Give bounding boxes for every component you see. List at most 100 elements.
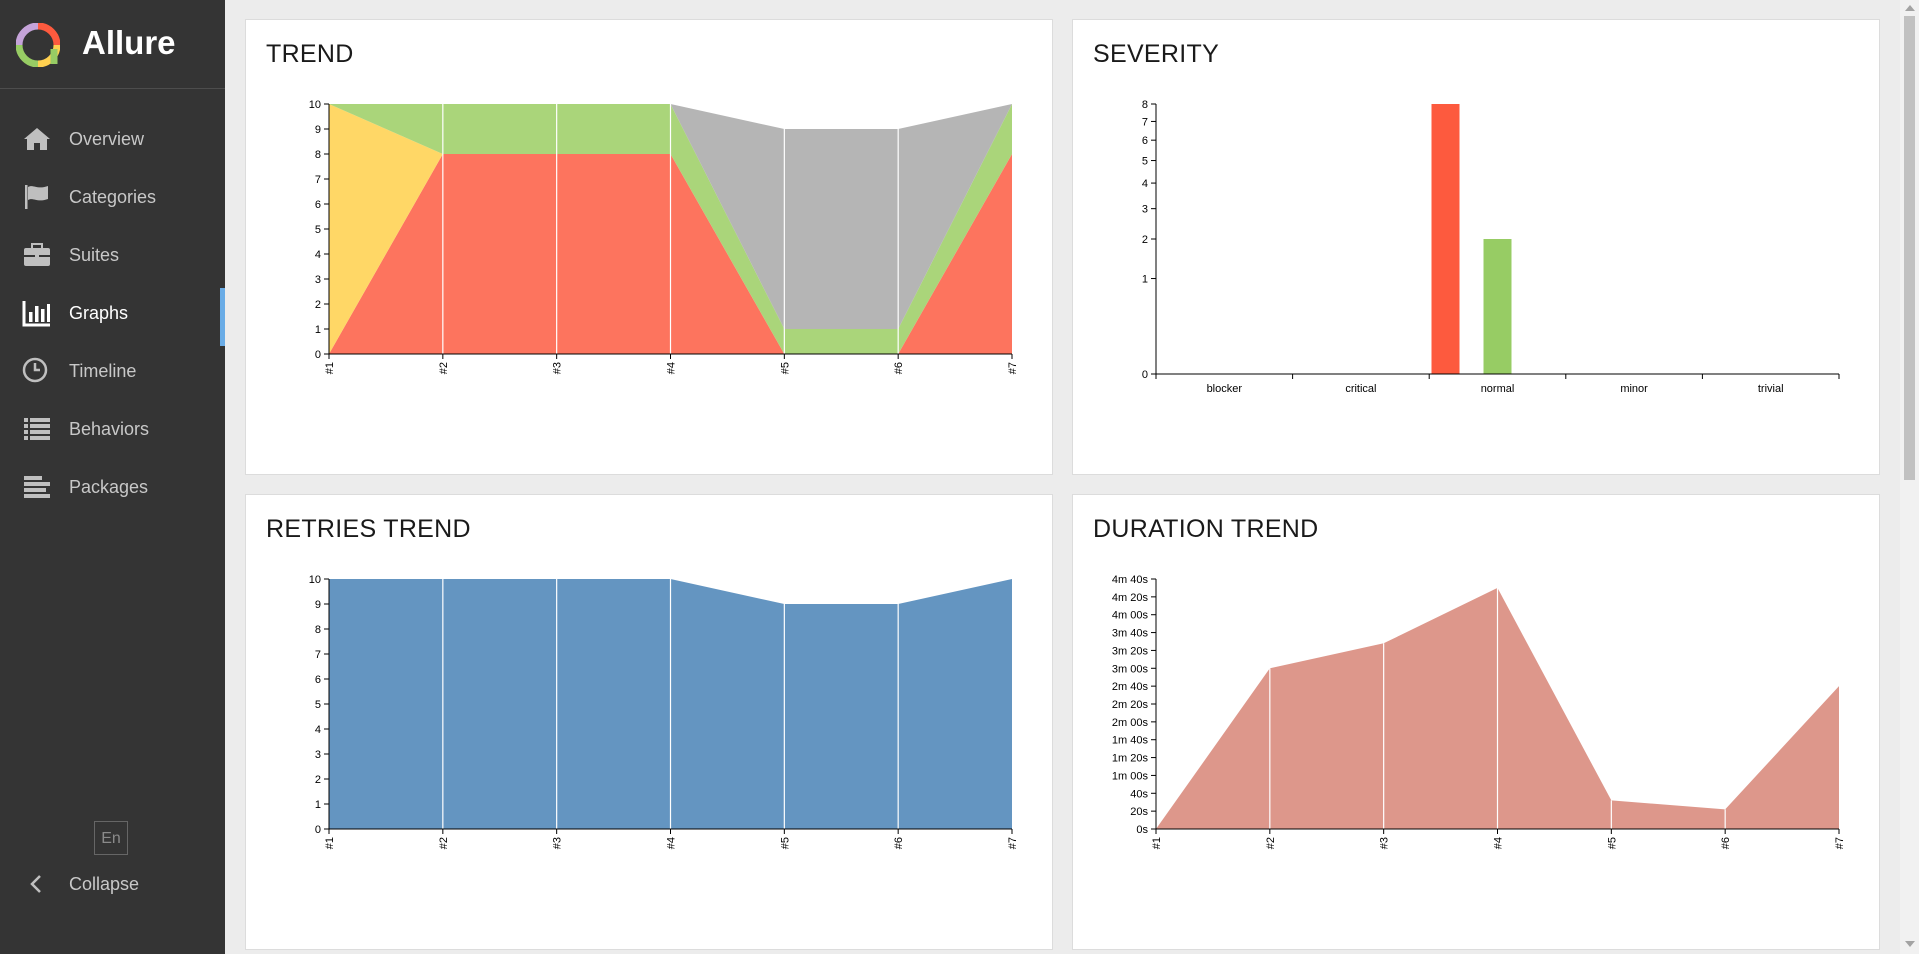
- y-tick-label: 4: [1142, 178, 1148, 190]
- y-tick-label: 2: [315, 774, 321, 786]
- y-tick-label: 4m 20s: [1112, 592, 1149, 604]
- y-tick-label: 5: [315, 699, 321, 711]
- x-tick-label: critical: [1345, 383, 1376, 395]
- y-tick-label: 0: [1142, 369, 1148, 381]
- widget-title: TREND: [266, 40, 354, 68]
- y-tick-label: 0: [315, 349, 321, 361]
- x-tick-label: #7: [1834, 837, 1846, 849]
- y-tick-label: 7: [315, 174, 321, 186]
- sidebar-item-label: Graphs: [69, 302, 129, 323]
- y-tick-label: 9: [315, 599, 321, 611]
- clock-icon: [22, 357, 48, 383]
- sidebar-item-suites[interactable]: Suites: [0, 226, 225, 284]
- x-tick-label: #5: [779, 362, 791, 374]
- x-tick-label: #6: [893, 362, 905, 374]
- x-tick-label: #3: [1379, 837, 1391, 849]
- sidebar-item-categories[interactable]: Categories: [0, 168, 225, 226]
- list-icon: [24, 418, 50, 440]
- app-name: Allure: [82, 24, 176, 61]
- y-tick-label: 7: [1142, 116, 1148, 128]
- x-tick-label: #7: [1007, 362, 1019, 374]
- y-tick-label: 10: [309, 99, 321, 111]
- flag-icon: [25, 185, 48, 209]
- severity-widget: SEVERITY 0 1 2 3 4 5 6 7 8 blocker critical normal m…: [1072, 19, 1880, 475]
- sidebar-item-label: Overview: [69, 128, 145, 149]
- sidebar-item-timeline[interactable]: Timeline: [0, 342, 225, 400]
- bar-chart-icon: [22, 301, 50, 327]
- collapse-button[interactable]: Collapse: [0, 864, 225, 906]
- x-tick-label: #1: [324, 837, 336, 849]
- y-tick-label: 4m 40s: [1112, 574, 1149, 586]
- sidebar-nav: Overview Categories Suites Graphs Timeli…: [0, 110, 225, 516]
- x-tick-label: minor: [1620, 383, 1648, 395]
- language-switcher[interactable]: En: [94, 821, 128, 855]
- y-tick-label: 2m 40s: [1112, 681, 1149, 693]
- y-tick-label: 6: [315, 674, 321, 686]
- x-tick-label: #4: [666, 837, 678, 849]
- y-tick-label: 1m 40s: [1112, 735, 1149, 747]
- y-tick-label: 2m 00s: [1112, 717, 1149, 729]
- sidebar-item-packages[interactable]: Packages: [0, 458, 225, 516]
- y-tick-label: 1m 20s: [1112, 753, 1149, 765]
- sidebar-item-behaviors[interactable]: Behaviors: [0, 400, 225, 458]
- y-tick-label: 1: [315, 799, 321, 811]
- y-tick-label: 5: [315, 224, 321, 236]
- trend-chart: 0 1 2 3 4 5 6 7 8 9 10 #1 #2 #3 #4 #5 #6 #7: [309, 99, 1019, 374]
- x-tick-label: normal: [1481, 383, 1515, 395]
- y-tick-label: 0: [315, 824, 321, 836]
- widget-title: RETRIES TREND: [266, 515, 471, 543]
- retries-trend-chart: 0 1 2 3 4 5 6 7 8 9 10 #1 #2 #3 #4 #5 #6 #7: [309, 574, 1019, 849]
- x-tick-label: #2: [438, 837, 450, 849]
- duration-trend-widget: DURATION TREND 0s 20s 40s 1m 00s 1m 20s 1m 40…: [1072, 494, 1880, 950]
- area-skipped: [329, 104, 1012, 329]
- sidebar-item-label: Packages: [69, 476, 149, 497]
- widget-title: SEVERITY: [1093, 40, 1220, 68]
- sidebar-item-label: Behaviors: [69, 418, 150, 439]
- align-left-icon: [24, 476, 50, 498]
- x-tick-label: #4: [1493, 837, 1505, 849]
- y-tick-label: 4: [315, 724, 321, 736]
- x-tick-label: #6: [893, 837, 905, 849]
- x-tick-label: #3: [552, 837, 564, 849]
- chevron-left-icon: [30, 875, 41, 893]
- x-tick-label: #4: [666, 362, 678, 374]
- allure-logo-icon: [16, 23, 60, 67]
- y-tick-label: 1: [1142, 274, 1148, 286]
- y-tick-label: 2m 20s: [1112, 699, 1149, 711]
- y-tick-label: 3: [315, 749, 321, 761]
- brand[interactable]: Allure: [0, 0, 225, 89]
- x-tick-label: #1: [1151, 837, 1163, 849]
- y-tick-label: 40s: [1130, 788, 1148, 800]
- y-tick-label: 3: [315, 274, 321, 286]
- y-tick-label: 1m 00s: [1112, 770, 1149, 782]
- y-tick-label: 1: [315, 324, 321, 336]
- sidebar-item-overview[interactable]: Overview: [0, 110, 225, 168]
- vertical-scrollbar[interactable]: [1900, 0, 1919, 954]
- y-tick-label: 8: [1142, 99, 1148, 111]
- x-tick-label: #7: [1007, 837, 1019, 849]
- collapse-label: Collapse: [69, 874, 140, 894]
- sidebar-item-label: Suites: [69, 244, 120, 265]
- bar-normal-failed: [1431, 104, 1460, 374]
- x-tick-label: blocker: [1207, 383, 1243, 395]
- y-tick-label: 8: [315, 624, 321, 636]
- y-tick-label: 2: [1142, 234, 1148, 246]
- y-tick-label: 4m 00s: [1112, 610, 1149, 622]
- retries-trend-widget: RETRIES TREND 0 1 2 3 4 5 6 7 8 9 10 #1 #2 #3 #4 #5 #6 #7: [245, 494, 1053, 950]
- trend-widget: TREND 0 1 2 3 4 5 6 7 8 9 10 #1 #2 #3 #4 #5 #6 #7: [245, 19, 1053, 475]
- y-tick-label: 6: [315, 199, 321, 211]
- y-tick-label: 3: [1142, 204, 1148, 216]
- scroll-thumb[interactable]: [1904, 16, 1915, 480]
- scroll-down-arrow[interactable]: [1905, 941, 1915, 947]
- y-tick-label: 10: [309, 574, 321, 586]
- sidebar-item-label: Categories: [69, 186, 157, 207]
- y-tick-label: 9: [315, 124, 321, 136]
- y-tick-label: 20s: [1130, 806, 1148, 818]
- scroll-up-arrow[interactable]: [1905, 5, 1915, 11]
- sidebar-item-graphs[interactable]: Graphs: [0, 284, 225, 346]
- x-tick-label: #5: [1606, 837, 1618, 849]
- y-tick-label: 4: [315, 249, 321, 261]
- sidebar-item-label: Timeline: [69, 360, 137, 381]
- y-tick-label: 0s: [1136, 824, 1148, 836]
- widget-title: DURATION TREND: [1093, 515, 1319, 543]
